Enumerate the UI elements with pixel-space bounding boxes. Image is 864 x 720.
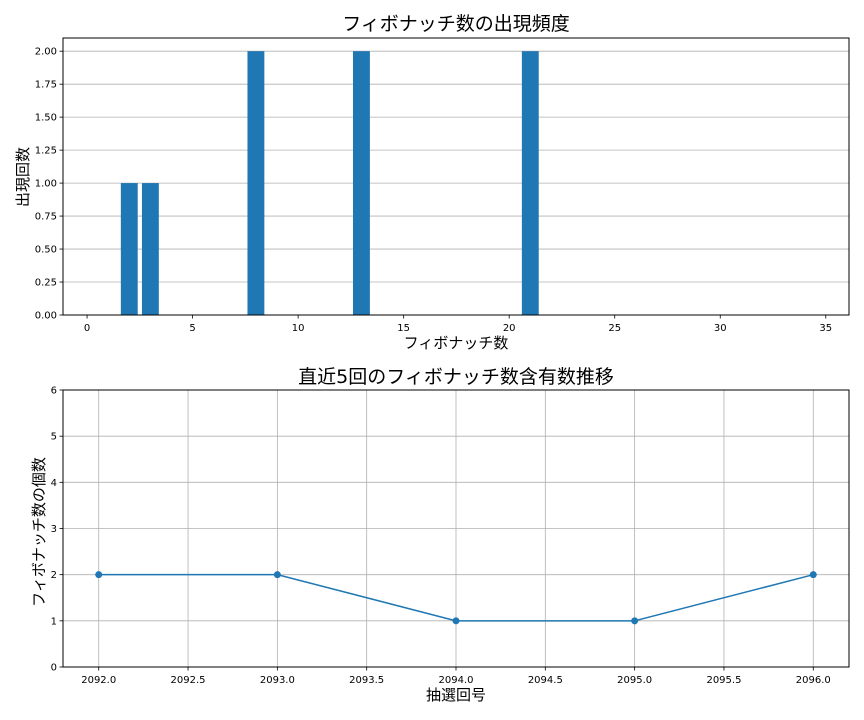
- x-axis-label: 抽選回号: [426, 686, 486, 704]
- bar: [141, 183, 159, 315]
- x-tick-label: 2095.0: [617, 675, 652, 686]
- data-point-marker: [631, 617, 639, 625]
- y-tick-label: 1: [51, 616, 57, 627]
- line-chart-recent-5-draws: 直近5回のフィボナッチ数含有数推移 2092.0 2092.5 2093.0 2093…: [30, 366, 850, 704]
- y-axis-ticks: 0 1 2 3 4 5 6: [51, 386, 63, 674]
- x-axis-ticks: 2092.0 2092.5 2093.0 2093.5 2094.0 2094.5 2095…: [81, 667, 831, 686]
- x-tick-label: 0: [84, 323, 90, 334]
- y-tick-label: 0.25: [35, 278, 57, 289]
- x-tick-label: 30: [714, 323, 727, 334]
- y-tick-label: 0.00: [35, 311, 57, 322]
- data-point-marker: [452, 617, 460, 625]
- data-point-marker: [95, 571, 103, 579]
- x-tick-label: 25: [608, 323, 621, 334]
- x-axis-label: フィボナッチ数: [404, 334, 509, 352]
- data-point-marker: [809, 571, 817, 579]
- y-tick-label: 0: [51, 663, 57, 674]
- x-tick-label: 2092.0: [81, 675, 116, 686]
- data-point-marker: [273, 571, 281, 579]
- bar: [120, 183, 138, 315]
- x-tick-label: 2094.0: [439, 675, 474, 686]
- x-tick-label: 2095.5: [706, 675, 741, 686]
- bar-chart-fibonacci-frequency: フィボナッチ数の出現頻度 0 5 10 15 20 25 30 35 0.00 0.25 0.50…: [14, 13, 850, 352]
- y-tick-label: 5: [51, 432, 57, 443]
- x-tick-label: 2092.5: [171, 675, 206, 686]
- plot-area-frame: [62, 37, 850, 316]
- y-tick-label: 3: [51, 524, 57, 535]
- bars: [120, 51, 539, 315]
- y-gridlines: [63, 50, 849, 316]
- y-tick-label: 1.00: [35, 179, 57, 190]
- bar: [247, 51, 265, 315]
- y-tick-label: 6: [51, 386, 57, 397]
- y-tick-label: 1.75: [35, 80, 57, 91]
- x-axis-ticks: 0 5 10 15 20 25 30 35: [84, 315, 832, 334]
- y-tick-label: 1.50: [35, 113, 57, 124]
- y-axis-ticks: 0.00 0.25 0.50 0.75 1.00 1.25 1.50 1.75 2.00: [35, 47, 63, 322]
- x-tick-label: 10: [292, 323, 305, 334]
- x-tick-label: 15: [397, 323, 410, 334]
- y-tick-label: 1.25: [35, 146, 57, 157]
- y-tick-label: 0.75: [35, 212, 57, 223]
- y-tick-label: 0.50: [35, 245, 57, 256]
- x-tick-label: 2093.5: [349, 675, 384, 686]
- y-tick-label: 2.00: [35, 47, 57, 58]
- data-line: [95, 571, 817, 625]
- gridlines: [63, 389, 849, 668]
- y-tick-label: 2: [51, 570, 57, 581]
- x-tick-label: 2094.5: [528, 675, 563, 686]
- x-tick-label: 2093.0: [260, 675, 295, 686]
- y-axis-label: フィボナッチ数の個数: [30, 457, 48, 607]
- y-tick-label: 4: [51, 478, 57, 489]
- chart-title: 直近5回のフィボナッチ数含有数推移: [298, 366, 614, 388]
- bar: [521, 51, 539, 315]
- chart-title: フィボナッチ数の出現頻度: [342, 13, 570, 35]
- x-tick-label: 5: [189, 323, 195, 334]
- x-tick-label: 20: [503, 323, 516, 334]
- y-axis-label: 出現回数: [14, 147, 32, 207]
- x-tick-label: 2096.0: [796, 675, 831, 686]
- x-tick-label: 35: [819, 323, 832, 334]
- bar: [353, 51, 370, 315]
